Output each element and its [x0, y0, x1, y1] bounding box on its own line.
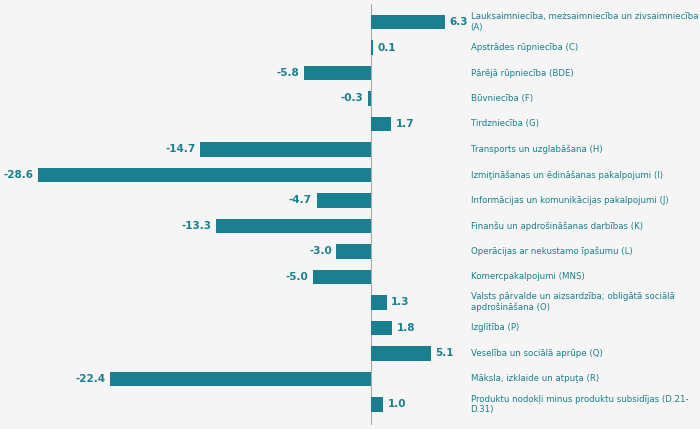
Bar	[368, 91, 372, 106]
Bar	[372, 117, 391, 131]
Text: Izglītība (P): Izglītība (P)	[470, 323, 519, 332]
Text: Veselība un sociālā aprūpe (Q): Veselība un sociālā aprūpe (Q)	[470, 349, 602, 358]
Text: 1.8: 1.8	[397, 323, 416, 333]
Text: -13.3: -13.3	[182, 221, 211, 231]
Text: -28.6: -28.6	[4, 170, 34, 180]
Text: Tirdzniecība (G): Tirdzniecība (G)	[470, 120, 538, 129]
Text: Operācijas ar nekustamo īpašumu (L): Operācijas ar nekustamo īpašumu (L)	[470, 247, 632, 256]
Text: 1.7: 1.7	[396, 119, 414, 129]
Text: Transports un uzglabāšana (H): Transports un uzglabāšana (H)	[470, 145, 602, 154]
Bar	[38, 168, 372, 182]
Text: -4.7: -4.7	[289, 196, 312, 205]
Text: Finanšu un apdrošināšanas darbības (K): Finanšu un apdrošināšanas darbības (K)	[470, 221, 643, 231]
Text: Būvniecība (F): Būvniecība (F)	[470, 94, 533, 103]
Text: -3.0: -3.0	[309, 247, 332, 257]
Bar	[200, 142, 372, 157]
Text: 6.3: 6.3	[449, 17, 468, 27]
Text: Komercpakalpojumi (MNS): Komercpakalpojumi (MNS)	[470, 272, 584, 281]
Text: Apstrādes rūpniecība (C): Apstrādes rūpniecība (C)	[470, 43, 578, 52]
Text: 5.1: 5.1	[435, 348, 454, 359]
Text: 1.0: 1.0	[388, 399, 406, 409]
Bar	[337, 244, 372, 259]
Bar	[372, 15, 445, 30]
Text: -22.4: -22.4	[76, 374, 106, 384]
Text: Informācijas un komunikācijas pakalpojumi (J): Informācijas un komunikācijas pakalpojum…	[470, 196, 668, 205]
Bar	[316, 193, 372, 208]
Text: -0.3: -0.3	[340, 94, 363, 103]
Bar	[111, 372, 372, 387]
Text: 1.3: 1.3	[391, 297, 409, 308]
Text: -5.8: -5.8	[276, 68, 299, 78]
Text: -5.0: -5.0	[286, 272, 309, 282]
Text: -14.7: -14.7	[165, 145, 195, 154]
Text: Lauksaimniecība, meżsaimniecība un zivsaimniecība
(A): Lauksaimniecība, meżsaimniecība un zivsa…	[470, 12, 698, 32]
Bar	[372, 320, 393, 335]
Bar	[372, 295, 386, 310]
Bar	[313, 269, 372, 284]
Text: Izmiţināšanas un ēdināšanas pakalpojumi (I): Izmiţināšanas un ēdināšanas pakalpojumi …	[470, 170, 662, 180]
Text: 0.1: 0.1	[377, 42, 395, 52]
Bar	[304, 66, 372, 80]
Text: Māksla, izklaide un atpuţa (R): Māksla, izklaide un atpuţa (R)	[470, 375, 598, 384]
Bar	[372, 397, 383, 412]
Bar	[372, 346, 431, 361]
Text: Valsts pārvalde un aizsardzība; obligātā sociālā
apdrošināšana (O): Valsts pārvalde un aizsardzība; obligātā…	[470, 293, 674, 312]
Text: Pārējā rūpniecība (BDE): Pārējā rūpniecība (BDE)	[470, 69, 573, 78]
Text: Produktu nodokļi minus produktu subsidījas (D.21-
D.31): Produktu nodokļi minus produktu subsidīj…	[470, 395, 688, 414]
Bar	[216, 219, 372, 233]
